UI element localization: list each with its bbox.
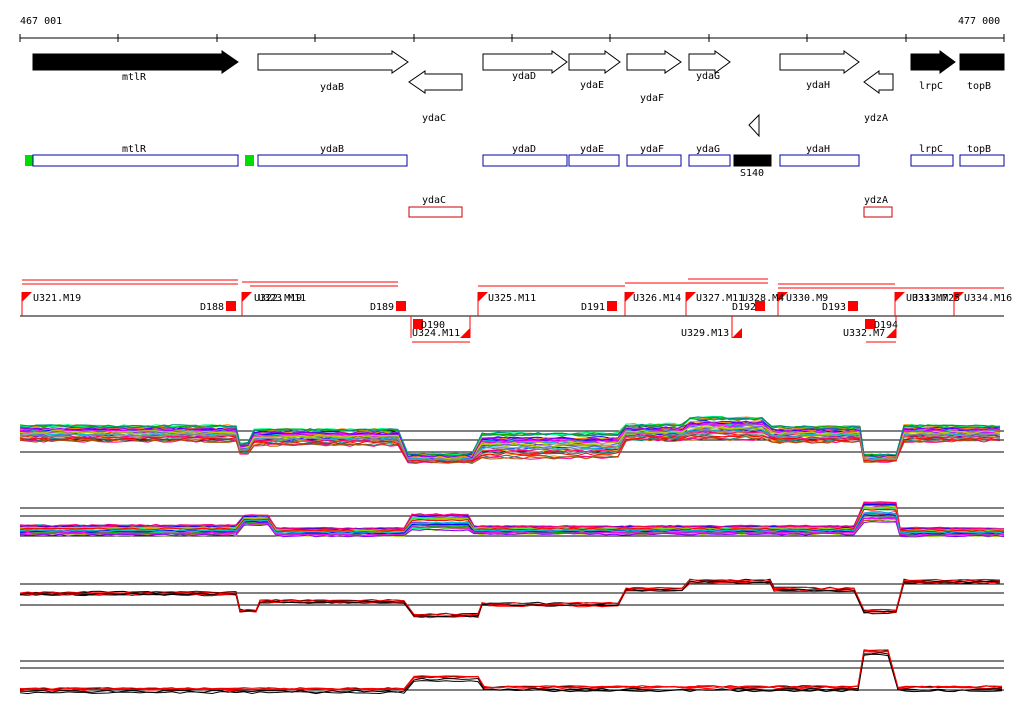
gene-label-lrpC: lrpC xyxy=(919,81,943,92)
segment-label[interactable]: U333.M25 xyxy=(912,293,960,304)
segment-label[interactable]: U325.M11 xyxy=(488,293,536,304)
svg-text:ydaC: ydaC xyxy=(422,195,446,206)
annotation-marker xyxy=(245,155,254,166)
expression-profiles xyxy=(19,649,1003,695)
segment-label[interactable]: U334.M16 xyxy=(964,293,1012,304)
gene-label-ydaE: ydaE xyxy=(580,80,604,91)
segment-label[interactable]: D194 xyxy=(874,320,898,331)
coord-start-label: 467 001 xyxy=(20,16,62,27)
svg-text:ydzA: ydzA xyxy=(864,195,888,206)
segment-label[interactable]: D191 xyxy=(581,302,605,313)
segment-label[interactable]: D190 xyxy=(421,320,445,331)
segment-label[interactable]: U322.M19 xyxy=(254,293,302,304)
segment-label[interactable]: U328.M4 xyxy=(742,293,784,304)
expression-profiles xyxy=(19,415,1001,465)
segment-track: U321.M19 D188 U322.M19 U323.M11 D189 U32… xyxy=(20,278,1012,343)
svg-text:ydaE: ydaE xyxy=(580,144,604,155)
gene-arrow-ydaB[interactable]: ydaB xyxy=(257,50,409,93)
annotation-box-lrpC[interactable]: lrpC xyxy=(910,144,954,167)
coord-end-label: 477 000 xyxy=(958,16,1000,27)
annotation-track: mtlR ydaB ydaD ydaE ydaF ydaG S140 xyxy=(25,144,1005,218)
gene-strand-marker xyxy=(748,113,760,138)
gene-arrow-ydzA[interactable]: ydzA xyxy=(863,70,894,124)
annotation-box-ydaH[interactable]: ydaH xyxy=(779,144,860,167)
annotation-box-S140[interactable]: S140 xyxy=(733,154,772,179)
annotation-box-ydaD[interactable]: ydaD xyxy=(482,144,568,167)
gene-arrow-ydaG[interactable]: ydaG xyxy=(688,50,731,82)
gene-label-ydaH: ydaH xyxy=(806,80,830,91)
svg-text:ydaF: ydaF xyxy=(640,144,664,155)
annotation-box-mtlR[interactable]: mtlR xyxy=(32,144,239,167)
segment-label[interactable]: U324.M11 xyxy=(412,328,460,339)
annotation-box-ydaF[interactable]: ydaF xyxy=(626,144,682,167)
svg-text:topB: topB xyxy=(967,144,991,155)
annotation-box-ydaG[interactable]: ydaG xyxy=(688,144,731,167)
svg-text:ydaD: ydaD xyxy=(512,144,536,155)
svg-text:ydaH: ydaH xyxy=(806,144,830,155)
gene-label-ydzA: ydzA xyxy=(864,113,888,124)
segment-label[interactable]: U332.M7 xyxy=(843,328,885,339)
gene-label-ydaD: ydaD xyxy=(512,71,536,82)
gene-label-topB: topB xyxy=(967,81,991,92)
gene-label-mtlR: mtlR xyxy=(122,72,147,83)
segment-label[interactable]: U330.M9 xyxy=(786,293,828,304)
segment-label[interactable]: U329.M13 xyxy=(681,328,729,339)
gene-arrow-ydaH[interactable]: ydaH xyxy=(779,50,860,91)
annotation-box-ydaE[interactable]: ydaE xyxy=(568,144,620,167)
segment-label[interactable]: U321.M19 xyxy=(33,293,81,304)
segment-label[interactable]: D188 xyxy=(200,302,224,313)
annotation-box-ydaB[interactable]: ydaB xyxy=(257,144,408,167)
expression-panel-3 xyxy=(19,578,1004,619)
gene-arrow-topB[interactable]: topB xyxy=(959,53,1005,92)
gene-arrow-ydaE[interactable]: ydaE xyxy=(568,50,621,91)
annotation-box-topB[interactable]: topB xyxy=(959,144,1005,167)
gene-track: mtlR ydaB ydaC ydaD ydaE ydaF ydaG xyxy=(32,50,1005,138)
gene-arrow-ydaC[interactable]: ydaC xyxy=(408,70,463,124)
svg-text:ydaG: ydaG xyxy=(696,144,720,155)
expression-profiles xyxy=(19,501,1005,538)
expression-profiles xyxy=(19,578,1001,619)
gene-label-ydaG: ydaG xyxy=(696,71,720,82)
coordinate-ruler: 467 001 477 000 xyxy=(19,16,1005,42)
segment-label[interactable]: U327.M11 xyxy=(696,293,744,304)
segment-label[interactable]: U331.M7 xyxy=(906,293,948,304)
expression-panel-4 xyxy=(19,649,1004,695)
gene-label-ydaC: ydaC xyxy=(422,113,446,124)
segment-label[interactable]: U326.M14 xyxy=(633,293,681,304)
gene-label-ydaF: ydaF xyxy=(640,93,664,104)
gene-arrow-mtlR[interactable]: mtlR xyxy=(32,50,239,83)
segment-label[interactable]: D193 xyxy=(822,302,846,313)
svg-text:S140: S140 xyxy=(740,168,764,179)
annotation-box-ydaC[interactable]: ydaC xyxy=(408,195,463,218)
expression-panel-1 xyxy=(19,415,1004,465)
svg-text:ydaB: ydaB xyxy=(320,144,344,155)
svg-text:mtlR: mtlR xyxy=(122,144,147,155)
annotation-marker xyxy=(25,155,33,166)
gene-arrow-ydaD[interactable]: ydaD xyxy=(482,50,568,82)
annotation-box-ydzA[interactable]: ydzA xyxy=(863,195,893,218)
expression-panel-2 xyxy=(19,501,1005,538)
segment-label[interactable]: D189 xyxy=(370,302,394,313)
svg-text:lrpC: lrpC xyxy=(919,144,943,155)
segment-label[interactable]: U323.M11 xyxy=(258,293,306,304)
segment-label[interactable]: D192 xyxy=(732,302,756,313)
gene-arrow-ydaF[interactable]: ydaF xyxy=(626,50,682,104)
gene-label-ydaB: ydaB xyxy=(320,82,344,93)
gene-arrow-lrpC[interactable]: lrpC xyxy=(910,50,956,92)
